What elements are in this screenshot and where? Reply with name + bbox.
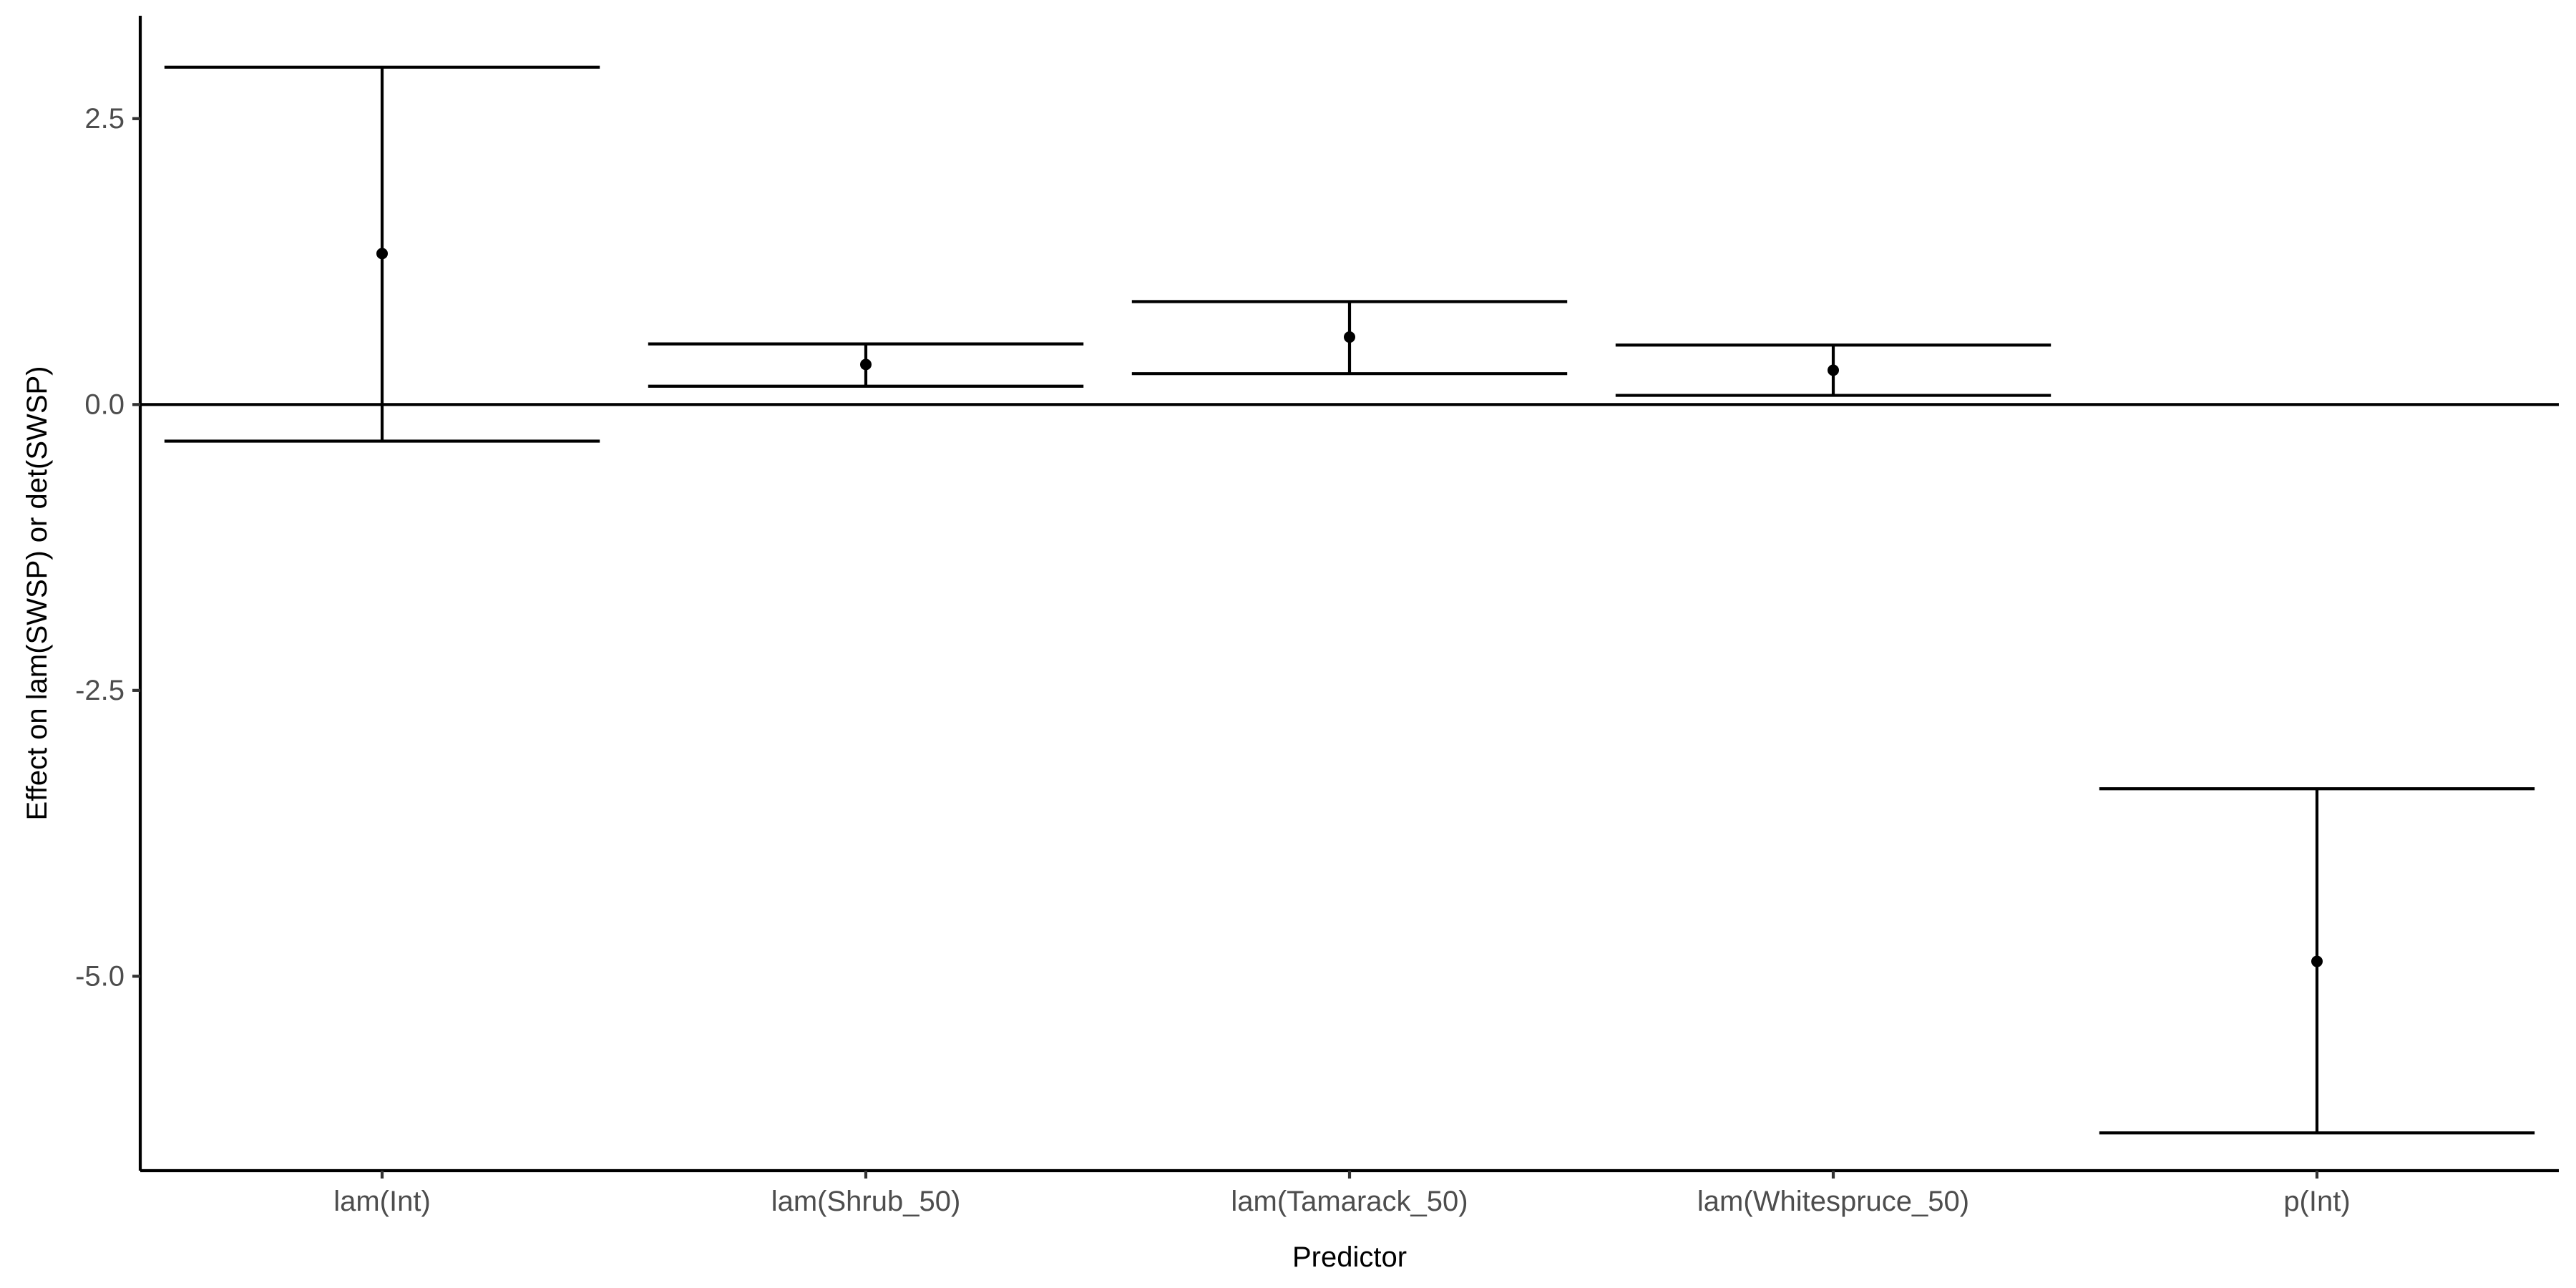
x-tick-label: lam(Shrub_50) (771, 1186, 961, 1217)
estimate-point (1344, 331, 1355, 343)
y-tick-label: -5.0 (75, 960, 125, 992)
y-tick-label: 0.0 (84, 389, 125, 420)
x-tick-label: lam(Tamarack_50) (1231, 1186, 1468, 1217)
x-tick-label: lam(Whitespruce_50) (1697, 1186, 1969, 1217)
axes-layer (132, 16, 2559, 1179)
y-axis-title: Effect on lam(SWSP) or det(SWSP) (21, 366, 53, 821)
estimate-point (860, 358, 872, 371)
label-layer: 2.5 0.0 -2.5 -5.0 lam(Int) lam(Shrub_50) lam(T… (21, 103, 2351, 1273)
point-layer (376, 248, 2323, 967)
y-tick-label: -2.5 (75, 675, 125, 706)
estimate-point (1828, 364, 1839, 376)
y-tick-label: 2.5 (84, 103, 125, 135)
errorbar-layer (164, 65, 2535, 1135)
x-tick-label: p(Int) (2283, 1186, 2350, 1217)
x-axis-title: Predictor (1292, 1241, 1407, 1273)
x-tick-label: lam(Int) (333, 1186, 431, 1217)
estimate-point (376, 248, 388, 260)
estimate-point (2311, 955, 2323, 967)
